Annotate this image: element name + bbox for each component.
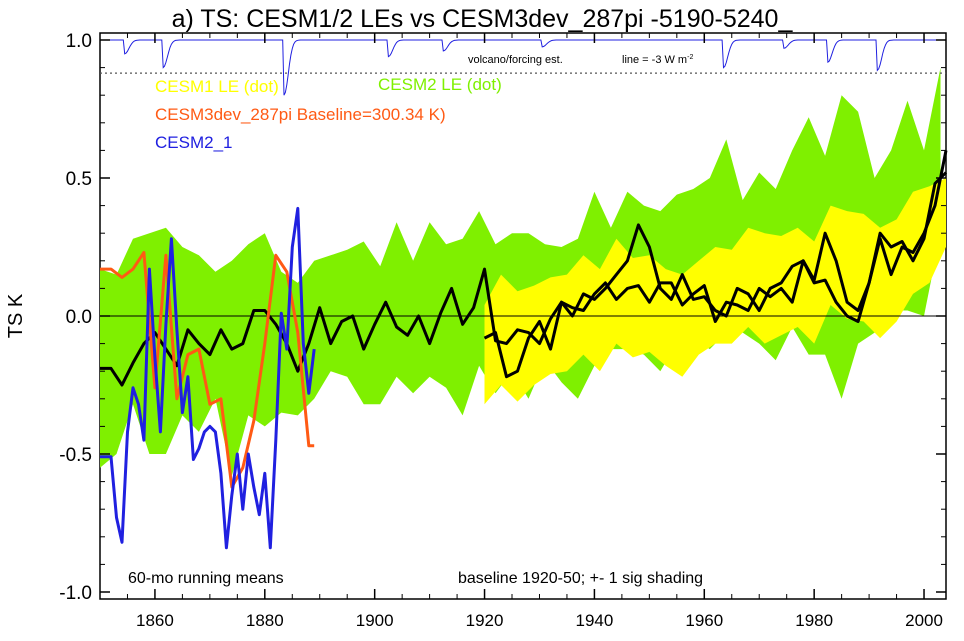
legend-item-cesm1-le: CESM1 LE (dot) — [155, 77, 279, 96]
y-tick-label: 1.0 — [66, 31, 92, 52]
series-line-cesm3dev-287pi-baseline-300-34-k — [100, 251, 315, 489]
legend-item-cesm2-1: CESM2_1 — [155, 133, 232, 152]
y-tick-label: 0.5 — [66, 169, 92, 190]
x-tick-label-1980: 1980 — [795, 611, 833, 630]
x-tick-label-1860: 1860 — [136, 611, 174, 630]
shading-bands — [100, 67, 946, 477]
series-line-cesm2-1 — [100, 206, 316, 550]
y-axis-label: TS K — [5, 293, 27, 338]
volcano-scale-label: line = -3 W m-2 — [622, 54, 693, 66]
y-tick-label: 0.0 — [66, 307, 92, 328]
series-lines — [100, 150, 948, 550]
x-tick-label-1880: 1880 — [246, 611, 284, 630]
plot-area: 1860 1880 1900 1920 1940 1960 1980 2000 1.0 0.5 0.… — [59, 31, 948, 630]
x-tick-label-1920: 1920 — [466, 611, 504, 630]
y-tick-label: -1.0 — [59, 583, 92, 604]
x-tick-label-1940: 1940 — [576, 611, 614, 630]
volcano-forcing-trace — [100, 39, 946, 96]
volcano-scale-text: line = -3 W m — [622, 54, 687, 66]
x-tick-label-2000: 2000 — [905, 611, 943, 630]
band-cesm1-le-dot — [484, 178, 946, 405]
legend-item-cesm2-le: CESM2 LE (dot) — [378, 75, 502, 94]
y-tick-label: -0.5 — [59, 445, 92, 466]
volcano-forcing-panel — [100, 39, 946, 96]
volcano-label: volcano/forcing est. — [468, 54, 563, 66]
x-tick-label-1900: 1900 — [356, 611, 394, 630]
series-line-cesm1-ensemble-mean — [483, 171, 948, 379]
x-tick-label-1960: 1960 — [685, 611, 723, 630]
chart-title: a) TS: CESM1/2 LEs vs CESM3dev_287pi -51… — [172, 5, 794, 33]
legend: CESM1 LE (dot) CESM2 LE (dot) CESM3dev_2… — [155, 75, 502, 152]
running-means-note: 60-mo running means — [128, 570, 284, 587]
legend-item-cesm3dev: CESM3dev_287pi Baseline=300.34 K) — [155, 105, 446, 124]
baseline-note: baseline 1920-50; +- 1 sig shading — [458, 570, 703, 587]
axes: 1860 1880 1900 1920 1940 1960 1980 2000 1.0 0.5 0.… — [59, 31, 946, 630]
volcano-scale-superscript: -2 — [687, 54, 693, 61]
